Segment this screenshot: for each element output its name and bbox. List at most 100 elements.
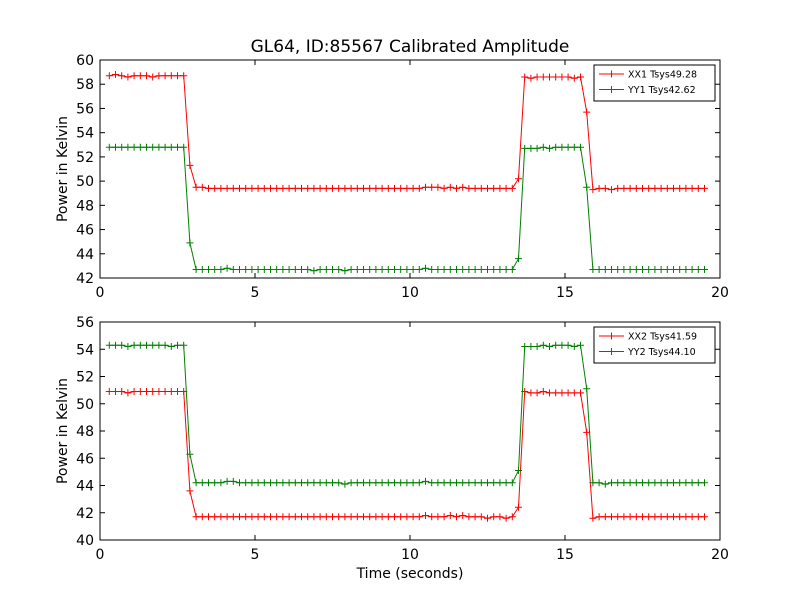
data-point <box>149 388 157 395</box>
data-point <box>329 184 336 192</box>
y-tick-label: 52 <box>76 150 94 166</box>
data-point <box>422 264 429 272</box>
data-point <box>248 266 256 273</box>
data-point <box>477 479 485 487</box>
data-point <box>546 144 553 152</box>
data-point <box>434 513 442 521</box>
data-point <box>118 72 126 80</box>
data-point <box>285 266 293 273</box>
data-point <box>694 479 702 487</box>
series-1 <box>105 71 708 194</box>
data-point <box>434 479 442 487</box>
data-point <box>446 512 454 519</box>
data-point <box>192 266 200 273</box>
y-tick-label: 60 <box>76 53 94 69</box>
data-point <box>620 479 628 487</box>
data-point <box>663 266 671 273</box>
data-point <box>242 513 250 521</box>
data-point <box>105 388 113 395</box>
data-point <box>546 343 553 350</box>
data-point <box>639 266 646 273</box>
data-point <box>465 479 473 487</box>
data-point <box>391 479 398 487</box>
data-point <box>440 513 448 521</box>
data-point <box>118 388 126 395</box>
data-point <box>217 266 225 273</box>
data-point <box>149 73 157 81</box>
data-point <box>428 479 436 487</box>
data-point <box>484 514 491 522</box>
data-point <box>223 513 231 521</box>
data-point <box>415 513 423 521</box>
data-point <box>273 266 281 273</box>
data-point <box>384 513 392 521</box>
data-point <box>682 184 690 192</box>
legend-label: XX2 Tsys41.59 <box>628 332 697 343</box>
data-point <box>564 143 572 151</box>
data-point <box>186 161 194 169</box>
data-point <box>273 513 281 521</box>
data-point <box>316 513 324 521</box>
data-point <box>310 479 318 487</box>
data-point <box>701 184 708 192</box>
data-point <box>415 184 423 192</box>
data-point <box>651 479 659 487</box>
data-point <box>701 479 708 487</box>
data-point <box>341 480 349 488</box>
data-point <box>415 479 423 487</box>
data-point <box>304 479 312 487</box>
data-point <box>205 479 212 487</box>
legend: XX2 Tsys41.59 YY2 Tsys44.10 <box>593 326 716 364</box>
data-point <box>614 184 622 192</box>
data-point <box>353 513 361 521</box>
data-point <box>533 343 541 350</box>
y-tick-label: 48 <box>76 198 94 214</box>
data-point <box>397 184 405 192</box>
data-point <box>453 479 460 487</box>
data-point <box>490 184 498 192</box>
data-point <box>539 143 547 151</box>
data-point <box>583 183 591 191</box>
data-point <box>471 479 479 487</box>
legend-marker <box>608 70 615 78</box>
data-point <box>260 513 268 521</box>
data-point <box>515 255 522 263</box>
data-point <box>329 513 336 521</box>
data-point <box>595 184 603 192</box>
data-point <box>130 72 138 80</box>
data-point <box>347 266 355 273</box>
data-point <box>583 108 591 116</box>
y-tick-label: 50 <box>76 397 94 413</box>
data-point <box>316 479 324 487</box>
data-point <box>384 266 392 273</box>
legend-label: XX1 Tsys49.28 <box>628 70 697 81</box>
data-point <box>180 143 188 151</box>
y-tick-label: 54 <box>76 126 94 142</box>
data-point <box>329 479 336 487</box>
data-point <box>608 513 615 521</box>
data-point <box>577 389 584 397</box>
data-point <box>279 513 287 521</box>
data-point <box>670 184 677 192</box>
data-point <box>682 479 690 487</box>
data-point <box>298 184 305 192</box>
data-point <box>285 184 293 192</box>
data-point <box>161 341 169 349</box>
data-point <box>105 341 113 349</box>
data-point <box>360 479 367 487</box>
data-point <box>409 513 417 521</box>
data-point <box>701 266 708 273</box>
data-point <box>149 143 157 151</box>
data-point <box>570 143 578 151</box>
data-point <box>477 184 485 192</box>
data-point <box>589 266 597 273</box>
data-point <box>260 184 268 192</box>
data-point <box>353 184 361 192</box>
data-point <box>521 343 529 350</box>
data-point <box>676 266 684 273</box>
data-point <box>632 266 640 273</box>
data-point <box>174 341 181 349</box>
data-point <box>248 513 256 521</box>
data-point <box>217 513 225 521</box>
